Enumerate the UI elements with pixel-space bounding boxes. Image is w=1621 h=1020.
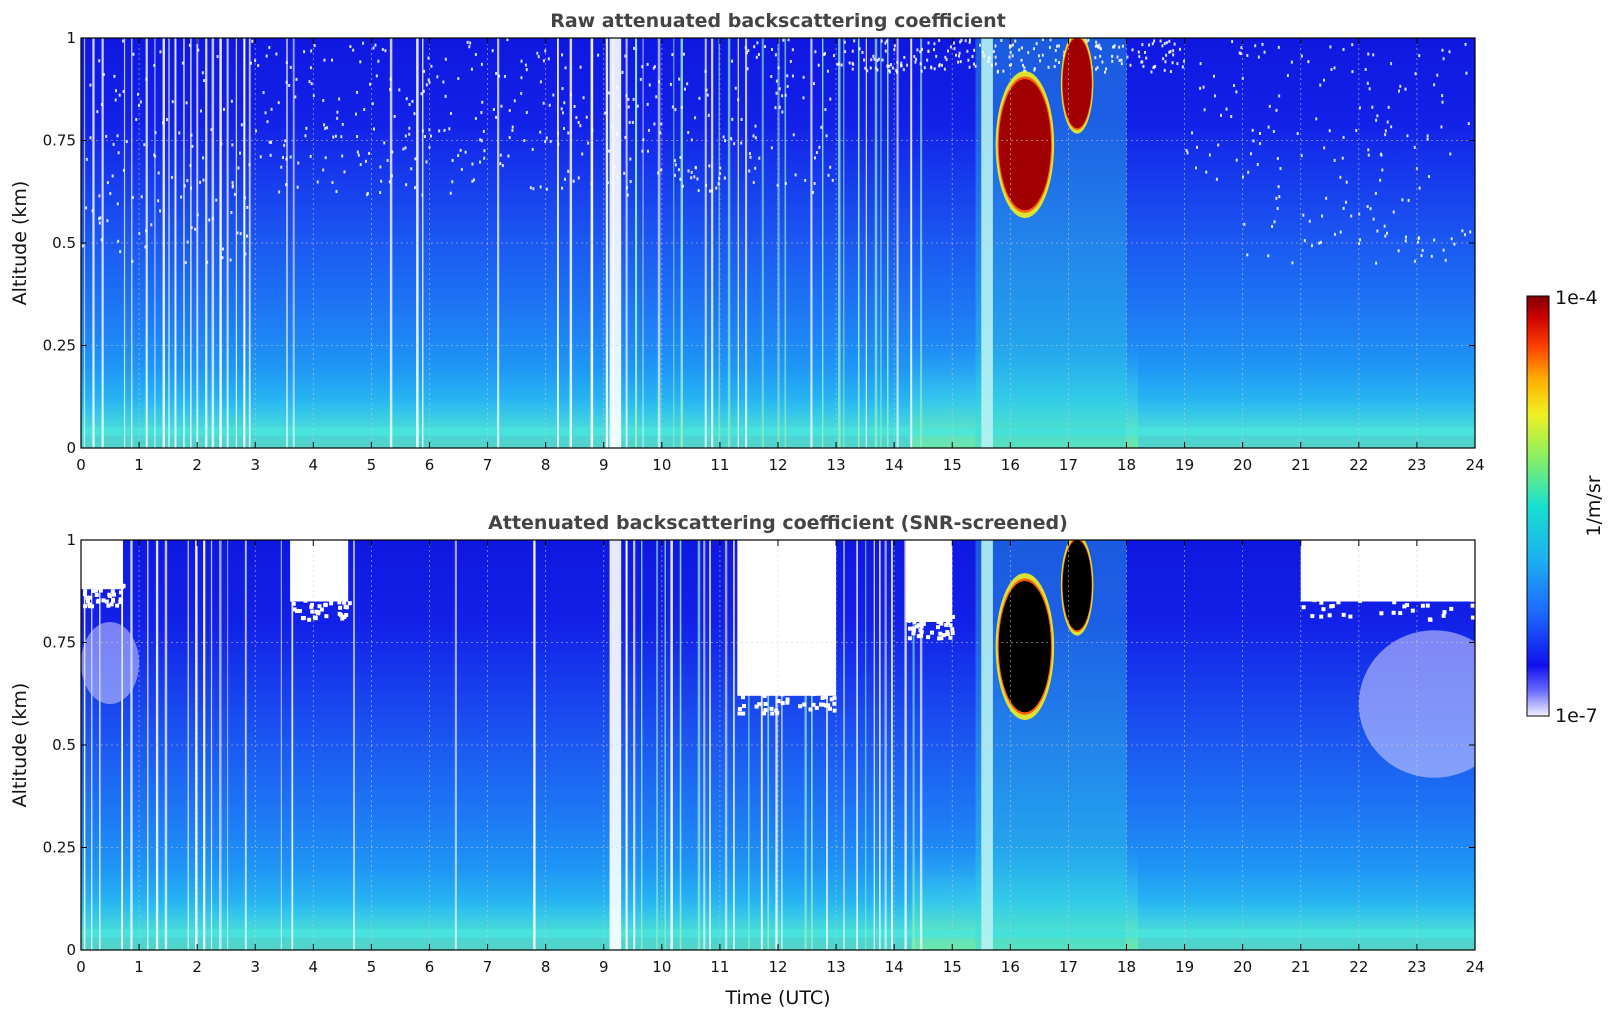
x-tick-label: 15 [943,958,962,976]
y-axis-label: Altitude (km) [9,683,31,808]
x-tick-label: 12 [768,958,787,976]
colorbar-label: 1/m/sr [1583,475,1605,536]
x-tick-label: 11 [710,958,729,976]
snr-screened-panel: Attenuated backscattering coefficient (S… [9,512,1485,1009]
x-tick-label: 6 [425,958,435,976]
x-tick-label: 16 [1001,958,1020,976]
panel-title: Raw attenuated backscattering coefficien… [550,10,1006,32]
y-tick-label: 1 [66,531,76,549]
x-tick-label: 14 [885,456,904,474]
colorbar: 1e-4 1e-7 1/m/sr [1526,287,1605,727]
x-tick-label: 18 [1117,958,1136,976]
y-tick-label: 1 [66,29,76,47]
x-tick-label: 17 [1059,958,1078,976]
x-tick-label: 0 [76,456,86,474]
x-tick-label: 10 [652,958,671,976]
colorbar-min-label: 1e-7 [1555,705,1598,727]
x-tick-label: 17 [1059,456,1078,474]
x-tick-label: 8 [541,456,551,474]
y-axis: 0 0.25 0.5 0.75 1 [43,531,1475,959]
x-tick-label: 16 [1001,456,1020,474]
colorbar-scale [1526,295,1550,717]
x-tick-label: 15 [943,456,962,474]
x-tick-label: 20 [1233,456,1252,474]
y-tick-label: 0 [66,439,76,457]
x-tick-label: 19 [1175,456,1194,474]
x-tick-label: 13 [827,456,846,474]
gridlines [81,540,1475,950]
x-tick-label: 23 [1407,958,1426,976]
x-axis-label: Time (UTC) [724,987,830,1009]
y-axis: 0 0.25 0.5 0.75 1 [43,29,1475,457]
x-tick-label: 9 [599,456,609,474]
x-tick-label: 7 [483,958,493,976]
x-tick-label: 23 [1407,456,1426,474]
x-tick-label: 4 [309,958,319,976]
heatmap-image [81,540,1475,950]
x-tick-label: 21 [1291,456,1310,474]
y-tick-label: 0.25 [43,839,76,857]
raw-backscatter-panel: Raw attenuated backscattering coefficien… [9,10,1485,474]
colorbar-max-label: 1e-4 [1555,287,1598,309]
x-tick-label: 24 [1465,958,1484,976]
y-tick-label: 0.75 [43,132,76,150]
x-tick-label: 4 [309,456,319,474]
x-tick-label: 24 [1465,456,1484,474]
x-tick-label: 5 [367,958,377,976]
x-tick-label: 1 [134,456,144,474]
x-tick-label: 14 [885,958,904,976]
panel-title: Attenuated backscattering coefficient (S… [488,512,1068,534]
x-tick-label: 0 [76,958,86,976]
x-tick-label: 9 [599,958,609,976]
y-tick-label: 0.5 [52,736,76,754]
x-tick-label: 10 [652,456,671,474]
y-tick-label: 0.25 [43,337,76,355]
y-tick-label: 0.75 [43,634,76,652]
y-tick-label: 0 [66,941,76,959]
x-tick-label: 19 [1175,958,1194,976]
x-tick-label: 2 [192,958,202,976]
x-tick-label: 8 [541,958,551,976]
x-tick-label: 7 [483,456,493,474]
x-tick-label: 11 [710,456,729,474]
x-tick-label: 22 [1349,958,1368,976]
x-tick-label: 20 [1233,958,1252,976]
y-tick-label: 0.5 [52,234,76,252]
x-axis: 0 1 2 3 4 5 6 7 8 9 10 11 12 13 14 15 16 17 18 19 20 21 22 23 24 [76,38,1485,474]
x-tick-label: 2 [192,456,202,474]
x-tick-label: 6 [425,456,435,474]
y-axis-label: Altitude (km) [9,181,31,306]
x-tick-label: 1 [134,958,144,976]
x-tick-label: 3 [250,456,260,474]
x-tick-label: 21 [1291,958,1310,976]
x-tick-label: 5 [367,456,377,474]
gridlines [81,38,1475,448]
x-tick-label: 12 [768,456,787,474]
x-tick-label: 13 [827,958,846,976]
x-axis: 0 1 2 3 4 5 6 7 8 9 10 11 12 13 14 15 16 17 18 19 20 21 22 23 24 [76,540,1485,976]
x-tick-label: 3 [250,958,260,976]
x-tick-label: 22 [1349,456,1368,474]
x-tick-label: 18 [1117,456,1136,474]
